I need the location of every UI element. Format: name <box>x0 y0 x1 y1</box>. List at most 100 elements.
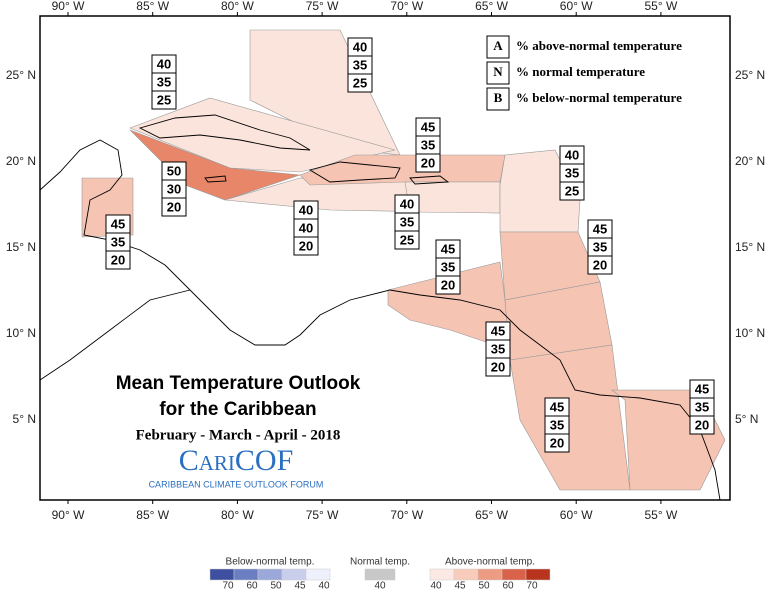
legend-tick: 40 <box>318 581 330 590</box>
lon-label: 80° W <box>221 0 254 13</box>
lon-label: 70° W <box>390 508 423 522</box>
probability-value: 45 <box>593 221 607 236</box>
regions <box>81 29 726 491</box>
legend-tick: 60 <box>246 581 258 590</box>
legend-swatch <box>281 568 307 581</box>
legend-tick: 50 <box>270 581 282 590</box>
lon-label: 75° W <box>306 508 339 522</box>
probability-value: 35 <box>157 74 171 89</box>
lon-label: 55° W <box>644 508 677 522</box>
probability-value: 20 <box>111 252 125 267</box>
probability-value: 35 <box>565 165 579 180</box>
probability-value: 20 <box>593 257 607 272</box>
logo: CariCOF <box>179 444 294 477</box>
probability-value: 20 <box>491 359 505 374</box>
probability-value: 45 <box>421 119 435 134</box>
probability-value: 35 <box>353 57 367 72</box>
probability-value: 40 <box>157 56 171 71</box>
legend-tick: 40 <box>430 581 442 590</box>
lon-label: 90° W <box>52 0 85 13</box>
probability-value: 20 <box>299 238 313 253</box>
probability-value: 40 <box>400 196 414 211</box>
value-box <box>587 255 613 275</box>
key-text: % above-normal temperature <box>516 38 682 53</box>
probability-value: 45 <box>695 381 709 396</box>
value-box <box>689 415 715 435</box>
value-box <box>435 275 461 295</box>
lon-label: 60° W <box>560 0 593 13</box>
probability-value: 45 <box>550 399 564 414</box>
value-box <box>559 181 585 201</box>
lon-label: 65° W <box>475 508 508 522</box>
lon-label: 55° W <box>644 0 677 13</box>
title: for the Caribbean <box>159 399 316 420</box>
probability-value: 20 <box>550 435 564 450</box>
puerto-rico <box>409 175 450 185</box>
lat-label: 20° N <box>6 154 36 168</box>
lon-label: 85° W <box>136 0 169 13</box>
legend-swatch <box>257 568 283 581</box>
probability-value: 40 <box>565 147 579 162</box>
legend-swatch <box>305 568 331 581</box>
key-letter: B <box>494 90 503 105</box>
legend-swatch <box>364 568 396 581</box>
probability-value: 45 <box>441 241 455 256</box>
probability-value: 20 <box>167 199 181 214</box>
probability-value: 40 <box>299 202 313 217</box>
lat-label: 25° N <box>6 68 36 82</box>
legend-tick: 45 <box>294 581 306 590</box>
legend-tick: 45 <box>454 581 466 590</box>
jamaica <box>204 175 227 183</box>
legend-title: Above-normal temp. <box>445 557 535 568</box>
legend-swatch <box>233 568 259 581</box>
probability-value: 35 <box>695 399 709 414</box>
lat-label: 15° N <box>6 240 36 254</box>
hispaniola <box>308 161 401 183</box>
lon-label: 75° W <box>306 0 339 13</box>
logo-subtitle: CARIBBEAN CLIMATE OUTLOOK FORUM <box>149 479 324 489</box>
probability-value: 25 <box>400 232 414 247</box>
period: February - March - April - 2018 <box>136 427 341 443</box>
probability-value: 25 <box>565 183 579 198</box>
probability-value: 20 <box>695 417 709 432</box>
coastline <box>39 139 721 501</box>
probability-value: 20 <box>441 277 455 292</box>
legend-tick: 60 <box>502 581 514 590</box>
legend-tick: 40 <box>374 581 386 590</box>
coastlines <box>39 114 721 501</box>
lon-label: 60° W <box>560 508 593 522</box>
probability-value: 20 <box>421 155 435 170</box>
key-text: % below-normal temperature <box>516 90 682 105</box>
lat-label: 25° N <box>735 68 765 82</box>
region <box>509 344 631 491</box>
value-box <box>415 153 441 173</box>
key-box <box>486 61 510 85</box>
lat-label: 5° N <box>13 412 36 426</box>
cuba <box>138 114 311 151</box>
legend-tick: 70 <box>526 581 538 590</box>
title: Mean Temperature Outlook <box>116 373 361 394</box>
value-box <box>161 197 187 217</box>
legend-swatch <box>477 568 503 581</box>
value-box <box>394 230 420 250</box>
legend-swatch <box>209 568 235 581</box>
legend-swatch <box>525 568 551 581</box>
probability-value: 35 <box>593 239 607 254</box>
probability-value: 50 <box>167 163 181 178</box>
lat-label: 10° N <box>735 326 765 340</box>
probability-value: 45 <box>491 323 505 338</box>
key-box <box>486 35 510 59</box>
lon-label: 70° W <box>390 0 423 13</box>
lat-label: 10° N <box>6 326 36 340</box>
pacific-coast <box>39 289 191 381</box>
legend-tick: 50 <box>478 581 490 590</box>
value-box <box>347 73 373 93</box>
lon-label: 65° W <box>475 0 508 13</box>
key-letter: N <box>493 64 503 79</box>
legend-title: Below-normal temp. <box>226 557 315 568</box>
key-text: % normal temperature <box>516 64 645 79</box>
probability-value: 35 <box>400 214 414 229</box>
probability-value: 35 <box>421 137 435 152</box>
probability-value: 45 <box>111 216 125 231</box>
